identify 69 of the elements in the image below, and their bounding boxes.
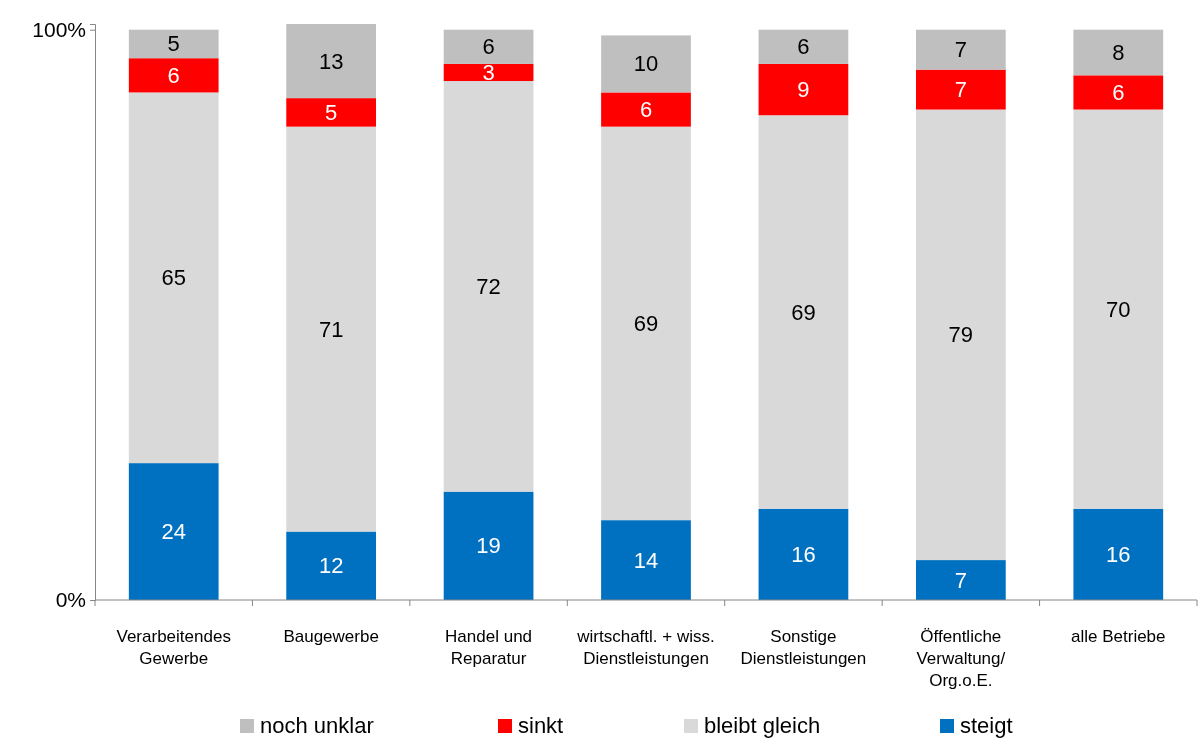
x-tick-label: Öffentliche Verwaltung/ Org.o.E.	[916, 627, 1006, 690]
data-label: 19	[476, 533, 501, 559]
data-label: 6	[797, 34, 810, 60]
bar	[286, 24, 377, 99]
bar	[758, 508, 849, 600]
y-tick-label: 100%	[32, 17, 86, 41]
bar	[443, 63, 534, 82]
bar	[443, 29, 534, 64]
data-label: 6	[1112, 79, 1125, 105]
bar	[128, 463, 219, 600]
data-label: 65	[161, 265, 186, 291]
data-label: 6	[639, 97, 653, 123]
y-tick-label: 0%	[55, 588, 86, 612]
bar	[601, 92, 691, 127]
data-label: 69	[791, 299, 816, 325]
data-label: 69	[633, 310, 659, 336]
data-label: 5	[325, 99, 338, 125]
bar	[443, 491, 534, 600]
bar	[601, 126, 691, 521]
data-label: 6	[167, 62, 180, 88]
data-label: 79	[948, 322, 974, 348]
data-label: 8	[1112, 40, 1125, 66]
bar	[915, 69, 1006, 110]
x-tick-label: alle Betriebe	[1071, 627, 1166, 646]
data-label: 70	[1106, 296, 1131, 322]
data-label: 16	[1106, 541, 1131, 567]
data-label: 72	[476, 273, 501, 299]
bar	[286, 98, 377, 127]
bar	[915, 29, 1006, 70]
bar	[1073, 75, 1164, 110]
data-label: 12	[318, 553, 344, 579]
data-label: 7	[954, 37, 967, 63]
x-tick-label: Handel und Reparatur	[445, 627, 533, 668]
data-label: 6	[482, 34, 495, 60]
bar	[915, 560, 1006, 600]
data-label: 71	[318, 316, 344, 342]
bar	[758, 115, 849, 509]
bar	[128, 58, 219, 93]
legend-label: noch unklar	[260, 713, 374, 738]
data-label: 10	[633, 51, 659, 77]
bar	[286, 531, 377, 600]
data-label: 13	[318, 48, 344, 74]
bar	[601, 35, 691, 93]
bar	[601, 520, 691, 600]
bar	[758, 29, 849, 64]
legend-label: sinkt	[518, 713, 564, 738]
x-tick-label: wirtschaftl. + wiss. Dienstleistungen	[576, 627, 715, 668]
data-label: 16	[791, 541, 816, 567]
bar	[286, 126, 377, 532]
legend-label: steigt	[960, 713, 1013, 738]
x-tick-label: Baugewerbe	[283, 627, 379, 646]
data-label: 24	[161, 519, 186, 545]
data-label: 7	[954, 77, 967, 103]
bar	[1073, 109, 1164, 509]
data-label: 7	[954, 567, 967, 593]
bar	[758, 63, 849, 116]
bar	[443, 81, 534, 492]
data-label: 5	[167, 31, 180, 57]
data-label: 14	[633, 547, 659, 573]
legend-label: bleibt gleich	[704, 713, 821, 738]
bar	[128, 92, 219, 464]
bar	[1073, 508, 1164, 600]
bar	[1073, 29, 1164, 76]
data-label: 9	[797, 77, 810, 103]
data-label: 3	[482, 59, 495, 85]
x-tick-label: Verarbeitendes Gewerbe	[116, 627, 231, 668]
bar	[128, 29, 219, 59]
bar	[915, 109, 1006, 561]
x-tick-label: Sonstige Dienstleistungen	[740, 627, 867, 668]
